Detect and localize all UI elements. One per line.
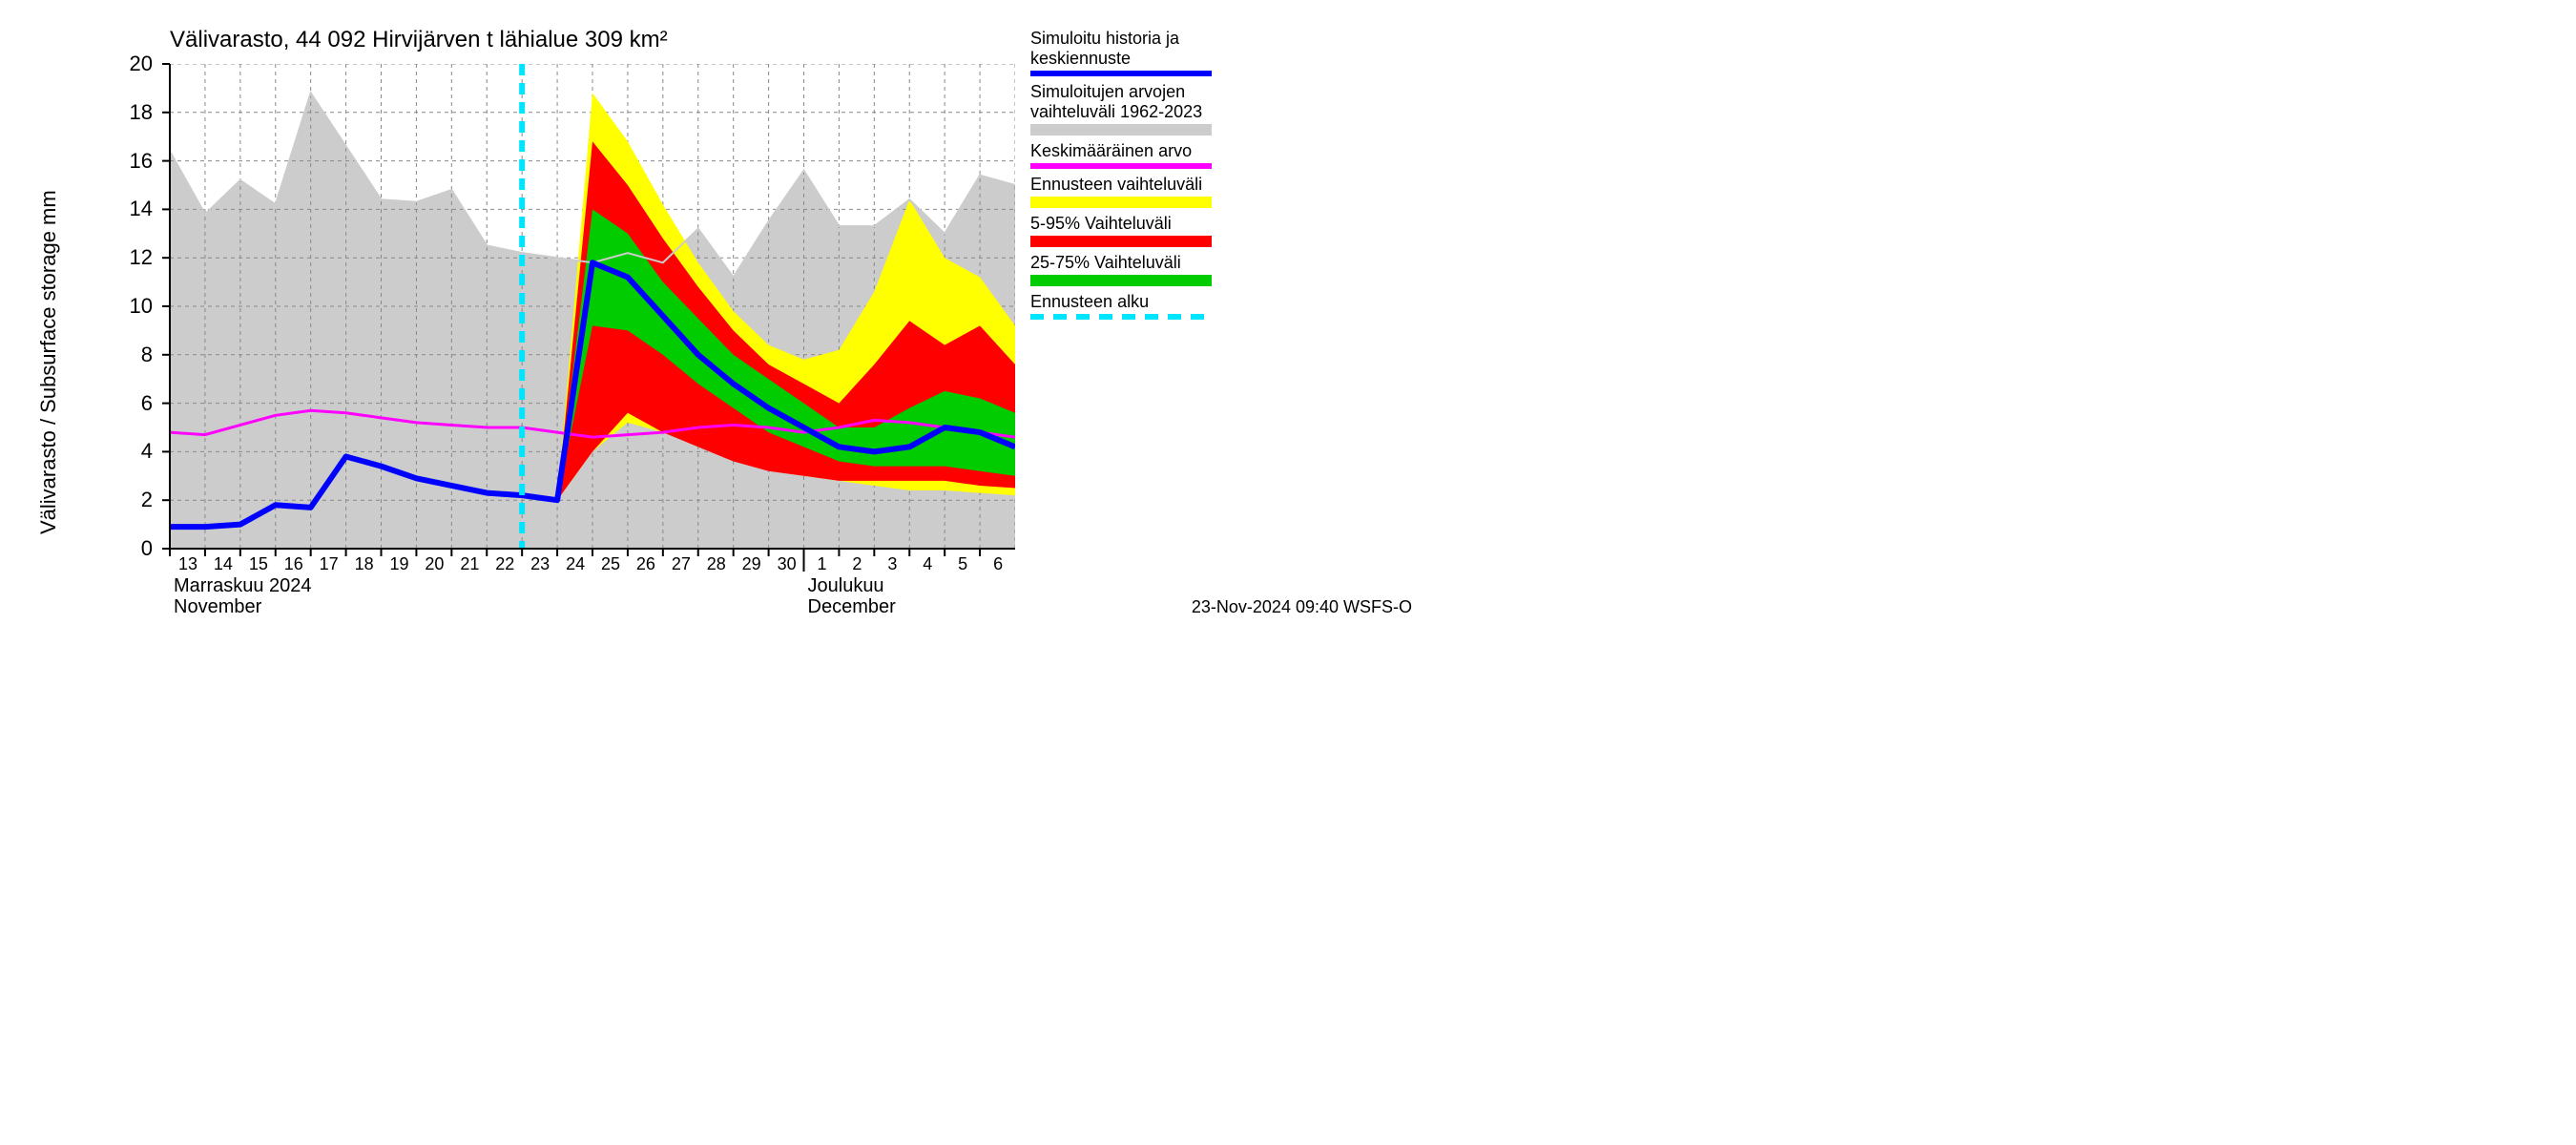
x-tick-label: 2 [842, 554, 871, 574]
x-tick-label: 25 [596, 554, 625, 574]
x-tick-label: 16 [280, 554, 308, 574]
y-tick-label: 10 [114, 294, 153, 319]
x-tick-label: 21 [455, 554, 484, 574]
x-tick-label: 28 [702, 554, 731, 574]
x-tick-label: 20 [420, 554, 448, 574]
legend-label: Ennusteen vaihteluväli [1030, 175, 1212, 195]
legend-item: Simuloitujen arvojenvaihteluväli 1962-20… [1030, 82, 1212, 135]
legend: Simuloitu historia jakeskiennusteSimuloi… [1030, 29, 1212, 325]
x-tick-label: 5 [948, 554, 977, 574]
x-tick-label: 6 [984, 554, 1012, 574]
x-tick-label: 30 [773, 554, 801, 574]
x-tick-label: 18 [350, 554, 379, 574]
legend-swatch [1030, 124, 1212, 135]
y-tick-label: 14 [114, 197, 153, 221]
legend-label: 25-75% Vaihteluväli [1030, 253, 1212, 273]
legend-swatch [1030, 275, 1212, 286]
month-label-en: November [174, 596, 261, 618]
y-tick-label: 4 [114, 439, 153, 464]
legend-label: Simuloitujen arvojen [1030, 82, 1212, 102]
x-tick-label: 4 [913, 554, 942, 574]
x-tick-label: 13 [174, 554, 202, 574]
x-tick-label: 23 [526, 554, 554, 574]
x-tick-label: 17 [315, 554, 343, 574]
y-tick-label: 0 [114, 536, 153, 561]
legend-item: Keskimääräinen arvo [1030, 141, 1212, 169]
x-tick-label: 22 [490, 554, 519, 574]
x-tick-label: 24 [561, 554, 590, 574]
y-tick-label: 2 [114, 488, 153, 512]
x-tick-label: 15 [244, 554, 273, 574]
x-tick-label: 1 [808, 554, 837, 574]
month-label-fi: Marraskuu 2024 [174, 575, 312, 597]
legend-label: Keskimääräinen arvo [1030, 141, 1212, 161]
legend-label: keskiennuste [1030, 49, 1212, 69]
legend-swatch [1030, 197, 1212, 208]
y-tick-label: 20 [114, 52, 153, 76]
x-tick-label: 29 [737, 554, 766, 574]
legend-label: Simuloitu historia ja [1030, 29, 1212, 49]
legend-label: Ennusteen alku [1030, 292, 1212, 312]
x-tick-label: 27 [667, 554, 696, 574]
y-tick-label: 16 [114, 149, 153, 174]
plot-area [0, 0, 1431, 636]
legend-item: Ennusteen vaihteluväli [1030, 175, 1212, 208]
x-tick-label: 3 [878, 554, 906, 574]
y-tick-label: 6 [114, 391, 153, 416]
y-tick-label: 18 [114, 100, 153, 125]
legend-item: 5-95% Vaihteluväli [1030, 214, 1212, 247]
legend-swatch [1030, 314, 1212, 320]
legend-swatch [1030, 236, 1212, 247]
legend-item: 25-75% Vaihteluväli [1030, 253, 1212, 286]
timestamp: 23-Nov-2024 09:40 WSFS-O [1192, 597, 1412, 617]
x-tick-label: 14 [209, 554, 238, 574]
legend-swatch [1030, 163, 1212, 169]
month-label-fi: Joulukuu [808, 575, 884, 597]
y-axis-label: Välivarasto / Subsurface storage mm [36, 190, 61, 534]
legend-item: Simuloitu historia jakeskiennuste [1030, 29, 1212, 76]
y-tick-label: 8 [114, 343, 153, 367]
y-tick-label: 12 [114, 245, 153, 270]
x-tick-label: 19 [385, 554, 414, 574]
legend-label: vaihteluväli 1962-2023 [1030, 102, 1212, 122]
legend-label: 5-95% Vaihteluväli [1030, 214, 1212, 234]
chart-container: Välivarasto, 44 092 Hirvijärven t lähial… [0, 0, 1431, 636]
x-tick-label: 26 [632, 554, 660, 574]
legend-swatch [1030, 71, 1212, 76]
legend-item: Ennusteen alku [1030, 292, 1212, 320]
chart-title: Välivarasto, 44 092 Hirvijärven t lähial… [170, 27, 668, 53]
month-label-en: December [808, 596, 896, 618]
